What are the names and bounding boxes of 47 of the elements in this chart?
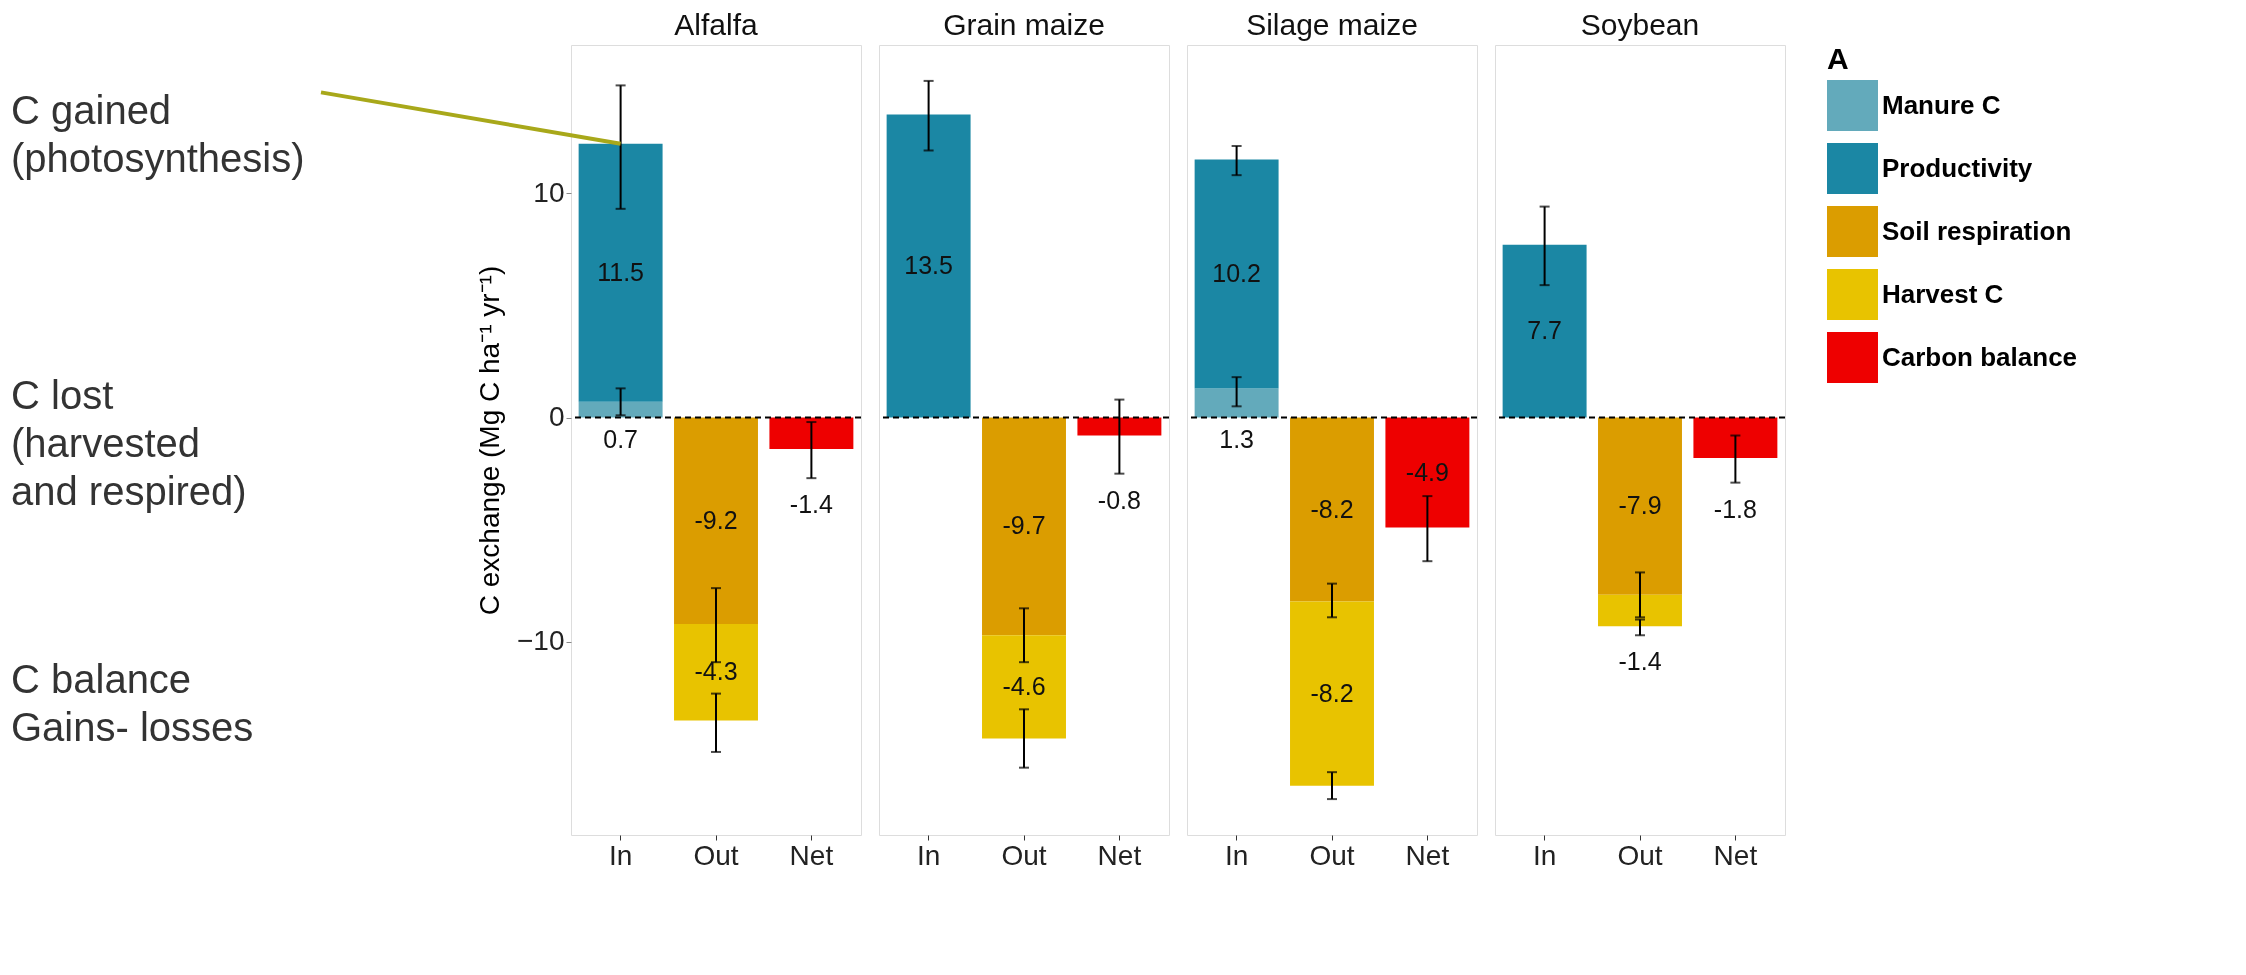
annotation: C gained (photosynthesis) <box>11 88 305 181</box>
y-axis-title: C exchange (Mg C ha⁻¹ yr⁻¹) <box>474 265 505 616</box>
data-label: 13.5 <box>904 251 953 280</box>
data-label: 11.5 <box>597 257 645 286</box>
y-tick-label: 10 <box>533 176 565 208</box>
data-label: -9.2 <box>694 505 738 534</box>
x-tick-label: Net <box>789 839 834 871</box>
data-label: 7.7 <box>1527 316 1562 345</box>
legend-title: A <box>1827 42 1849 75</box>
data-label: -8.2 <box>1310 494 1354 523</box>
data-label: -7.9 <box>1618 491 1662 520</box>
data-label: 0.7 <box>603 425 638 453</box>
data-label: -4.9 <box>1405 457 1449 486</box>
y-tick-label: −10 <box>517 625 565 657</box>
x-tick-label: In <box>916 839 941 871</box>
data-label: 1.3 <box>1219 425 1254 453</box>
legend-label: Productivity <box>1882 152 2033 183</box>
data-label: 10.2 <box>1212 258 1261 287</box>
y-tick-label: 0 <box>548 401 565 433</box>
x-tick-label: Out <box>1309 839 1355 871</box>
data-label: -1.4 <box>1618 647 1662 676</box>
data-label: -0.8 <box>1097 485 1141 514</box>
legend-label: Soil respiration <box>1882 215 2072 246</box>
x-tick-label: Net <box>1097 839 1142 871</box>
legend-label: Harvest C <box>1882 278 2004 309</box>
chart-title: Silage maize <box>1246 8 1418 41</box>
data-label: -1.8 <box>1713 494 1757 523</box>
x-tick-label: Out <box>693 839 739 871</box>
data-label: -4.3 <box>694 657 738 686</box>
data-label: -4.6 <box>1002 671 1046 700</box>
chart-title: Alfalfa <box>674 8 758 41</box>
x-tick-label: Net <box>1405 839 1450 871</box>
chart-title: Grain maize <box>943 8 1105 41</box>
x-tick-label: Out <box>1001 839 1047 871</box>
legend-label: Carbon balance <box>1882 341 2078 372</box>
text: C balance Gains- losses <box>11 657 254 750</box>
x-tick-label: In <box>1224 839 1249 871</box>
x-tick-label: Net <box>1713 839 1758 871</box>
data-label: -9.7 <box>1002 511 1046 540</box>
x-tick-label: In <box>1532 839 1557 871</box>
x-tick-label: Out <box>1617 839 1663 871</box>
chart-title: Soybean <box>1580 8 1700 41</box>
legend-label: Manure C <box>1882 89 2001 120</box>
data-label: -1.4 <box>789 490 834 519</box>
data-label: -8.2 <box>1310 678 1354 707</box>
x-tick-label: In <box>608 839 633 871</box>
text: C lost (harvested and respired) <box>11 372 247 513</box>
